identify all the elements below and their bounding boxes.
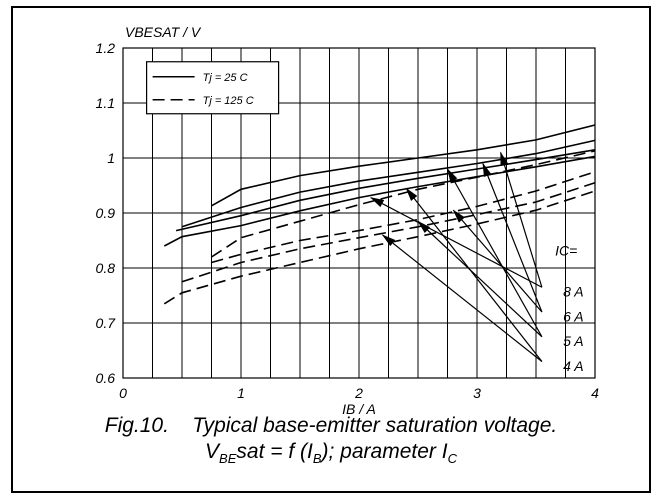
x-axis-title: IB / A — [342, 401, 376, 417]
y-tick-label: 0.9 — [96, 205, 116, 221]
caption-c-sub: C — [447, 451, 457, 467]
legend-label: Tj = 25 C — [203, 72, 248, 84]
series-line — [175, 149, 596, 232]
annotation-arrow — [446, 168, 543, 338]
caption-b-sub: B — [312, 451, 322, 467]
y-tick-label: 0.7 — [96, 315, 117, 331]
y-tick-label: 1.1 — [96, 95, 115, 111]
caption-param: ); parameter I — [321, 440, 448, 463]
series-line — [211, 171, 596, 264]
legend-label: Tj = 125 C — [203, 95, 254, 107]
figure-frame: 0.6 0.7 0.8 0.9 1 1.1 1.2 0 1 2 3 4 VBESAT / V IB / A… — [11, 6, 651, 493]
x-tick-label: 0 — [119, 385, 127, 401]
parameter-label: 5 A — [563, 333, 584, 349]
caption-v-sub: BE — [219, 451, 237, 467]
y-tick-label: 1.2 — [96, 40, 116, 56]
chart: 0.6 0.7 0.8 0.9 1 1.1 1.2 0 1 2 3 4 VBESAT / V IB / A… — [96, 24, 600, 417]
annotation-arrow — [452, 209, 543, 313]
y-tick-label: 1 — [107, 150, 115, 166]
caption-fig-number: Fig.10. — [104, 414, 169, 437]
series-line — [211, 124, 596, 207]
annotation-arrow — [482, 162, 543, 313]
annotation-arrow — [417, 220, 543, 338]
x-tick-label: 2 — [354, 385, 363, 401]
legend-box — [146, 61, 280, 115]
plot-border — [122, 47, 596, 379]
x-tick-label: 1 — [237, 385, 245, 401]
series-line — [181, 139, 596, 228]
series-line — [181, 182, 596, 283]
parameter-label: 8 A — [563, 284, 584, 300]
annotation-arrow — [381, 234, 543, 362]
y-tick-label: 0.8 — [96, 260, 116, 276]
caption-mid: sat = f (I — [236, 440, 313, 463]
parameter-label: 4 A — [563, 358, 584, 374]
annotation-arrow — [405, 187, 543, 362]
caption-v: V — [205, 440, 220, 463]
parameter-title: IC= — [555, 242, 577, 258]
x-tick-label: 3 — [473, 385, 481, 401]
y-tick-label: 0.6 — [96, 370, 116, 386]
caption-line-2: VBEsat = f (IB); parameter IC — [11, 440, 651, 466]
caption-text: Typical base-emitter saturation voltage. — [192, 414, 558, 437]
x-tick-label: 4 — [591, 385, 599, 401]
y-axis-title: VBESAT / V — [125, 24, 202, 40]
caption-line-1: Fig.10. Typical base-emitter saturation … — [11, 414, 651, 438]
series-line — [163, 155, 596, 247]
annotation-arrow — [369, 197, 543, 288]
parameter-label: 6 A — [563, 308, 584, 324]
annotation-arrow — [500, 151, 543, 288]
series-line — [163, 190, 596, 305]
series-line — [211, 150, 596, 258]
